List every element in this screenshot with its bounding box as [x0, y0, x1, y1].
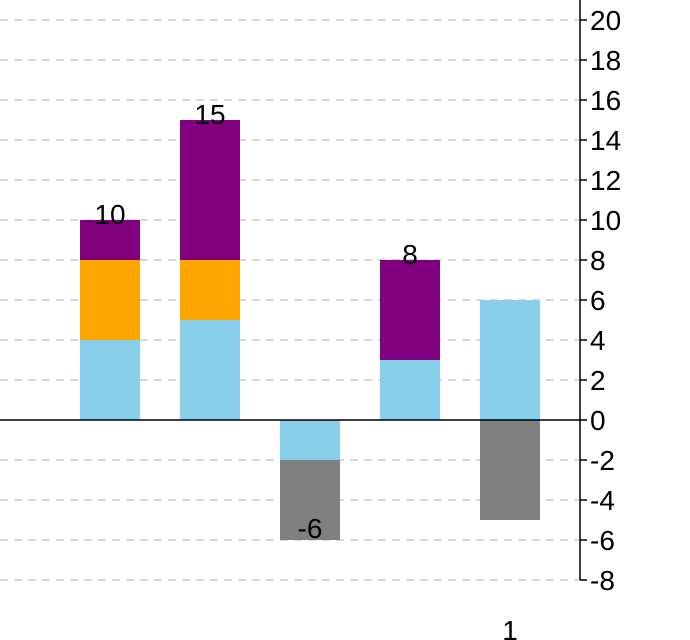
y-tick-label: -2: [590, 445, 615, 476]
bar-segment: [480, 420, 540, 520]
y-tick-label: 20: [590, 5, 621, 36]
y-tick-label: 14: [590, 125, 621, 156]
data-labels: 10 15 -6 8: [94, 99, 417, 544]
bar-segment: [480, 300, 540, 420]
bar-segment: [280, 420, 340, 460]
y-tick-label: 6: [590, 285, 606, 316]
y-tick-label: 0: [590, 405, 606, 436]
y-tick-label: 10: [590, 205, 621, 236]
bar-segment: [380, 360, 440, 420]
x-tick-label: 1: [502, 615, 518, 640]
y-tick-label: 18: [590, 45, 621, 76]
bar-segment: [180, 320, 240, 420]
bar-total-label: 15: [194, 99, 225, 130]
y-tick-label: 16: [590, 85, 621, 116]
y-tick-label: 2: [590, 365, 606, 396]
bar-total-label: 8: [402, 239, 418, 270]
bar-segment: [180, 120, 240, 260]
bar-segment: [80, 340, 140, 420]
bar-segment: [280, 460, 340, 540]
bars: [80, 120, 540, 540]
bar-segment: [180, 260, 240, 320]
bar-segment: [80, 260, 140, 340]
bar-total-label: 10: [94, 199, 125, 230]
y-tick-label: -4: [590, 485, 615, 516]
x-axis: 1: [502, 615, 518, 640]
y-tick-label: 8: [590, 245, 606, 276]
y-tick-label: -6: [590, 525, 615, 556]
bar-segment: [380, 260, 440, 360]
y-tick-label: 12: [590, 165, 621, 196]
bar-segment: [80, 220, 140, 260]
y-tick-label: 4: [590, 325, 606, 356]
bar-total-label: -6: [298, 513, 323, 544]
y-tick-label: -8: [590, 565, 615, 596]
